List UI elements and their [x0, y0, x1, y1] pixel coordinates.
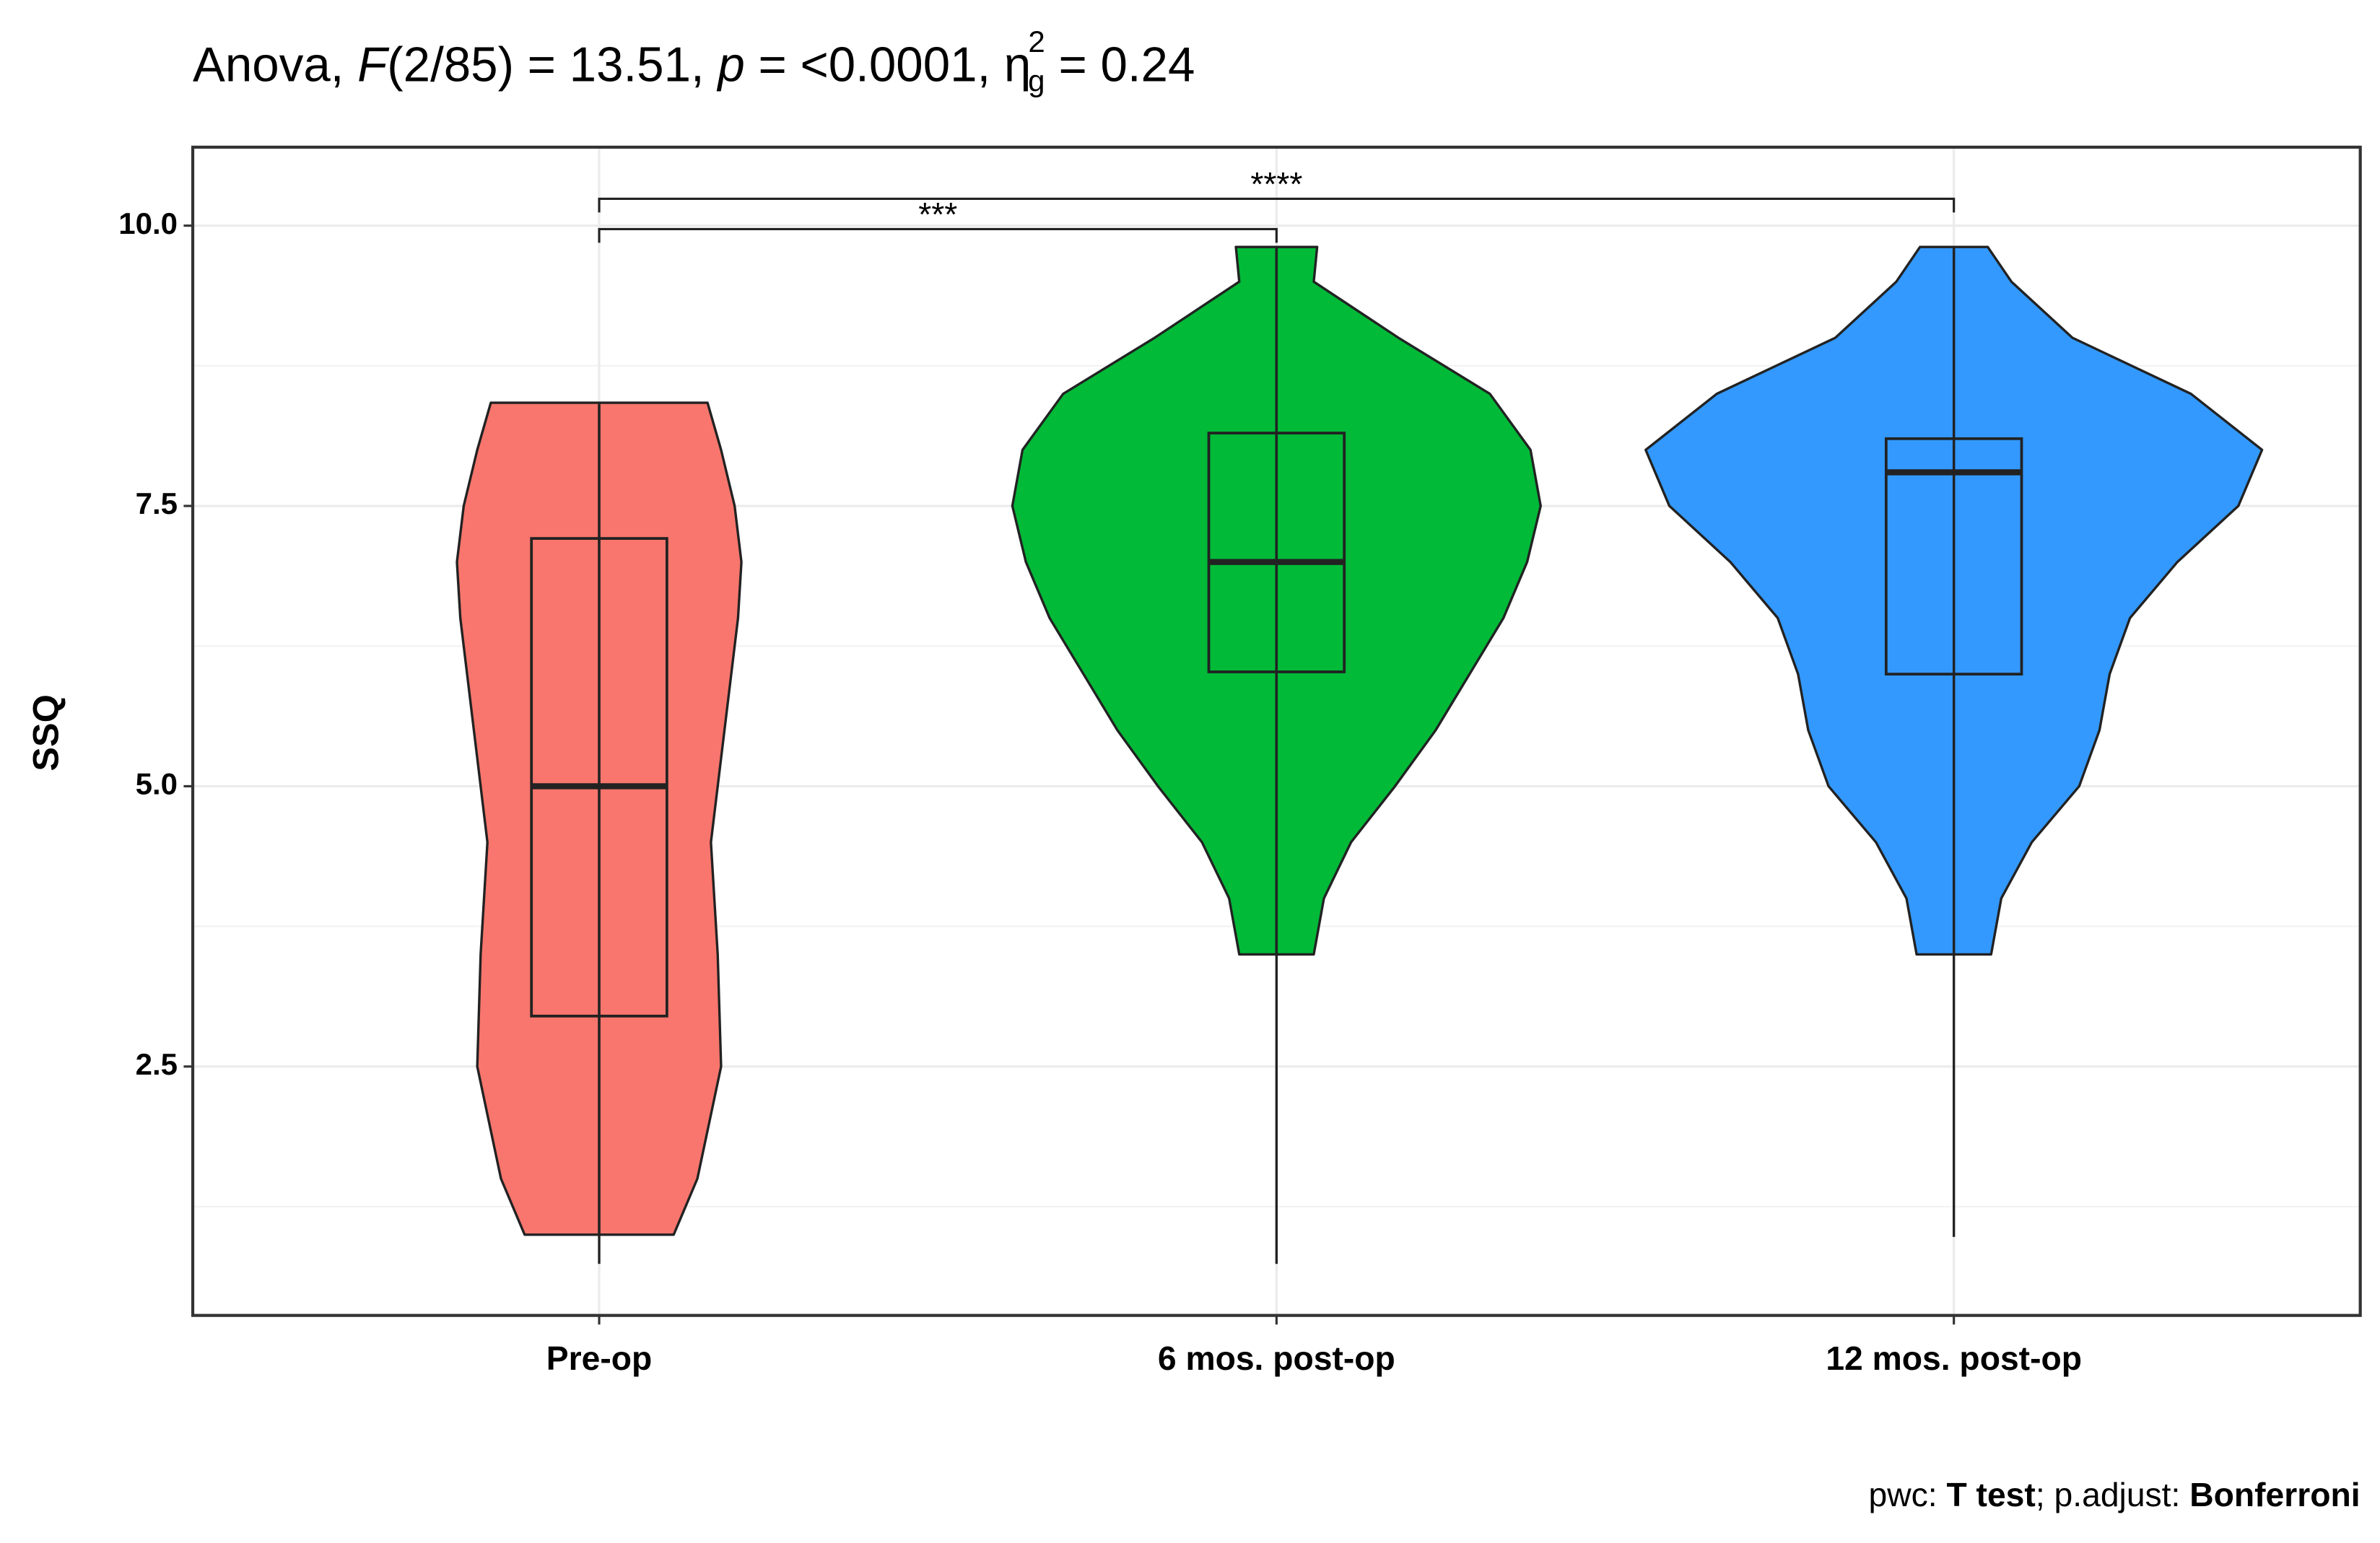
title-superscript: 2 — [1028, 25, 1045, 58]
caption-part: T test — [1946, 1476, 2035, 1513]
violin-left — [1011, 245, 1278, 956]
caption-part: pwc: — [1869, 1476, 1947, 1513]
title-part: F — [357, 38, 390, 92]
comparison-bracket — [598, 227, 1278, 243]
caption: pwc: T test; p.adjust: Bonferroni — [1869, 1476, 2361, 1513]
significance-label: **** — [1250, 165, 1302, 203]
y-tick-label: 10.0 — [118, 206, 178, 240]
significance-label: *** — [918, 196, 957, 233]
y-tick-label: 5.0 — [136, 767, 178, 801]
y-tick-label: 2.5 — [136, 1047, 178, 1081]
title-part: p — [716, 38, 744, 92]
chart-title: Anova, F(2/85) = 13.51, p = <0.0001, ηg 2… — [193, 25, 1195, 98]
title-subscript: g — [1028, 64, 1045, 98]
y-tick-label: 7.5 — [136, 486, 178, 520]
caption-part: ; p.adjust: — [2036, 1476, 2189, 1513]
box — [530, 537, 668, 1018]
title-part: (2/85) = 13.51, — [387, 38, 718, 92]
y-axis-label: SSQ — [25, 694, 66, 772]
comparison-bracket — [598, 197, 1956, 213]
violin-right — [1275, 245, 1542, 956]
caption-part: Bonferroni — [2189, 1476, 2360, 1513]
title-part: Anova, — [193, 38, 357, 92]
violin-left — [455, 401, 601, 1236]
box — [1884, 437, 2023, 676]
violin-right — [1952, 245, 2264, 956]
x-tick-label: 6 mos. post-op — [1158, 1339, 1395, 1377]
x-tick-label: Pre-op — [546, 1339, 652, 1377]
title-part: = <0.0001, η — [745, 38, 1032, 92]
title-part: = 0.24 — [1045, 38, 1195, 92]
x-tick-label: 12 mos. post-op — [1826, 1339, 2082, 1377]
box — [1207, 432, 1346, 673]
violin-left — [1644, 245, 1956, 956]
violin-right — [598, 401, 743, 1236]
